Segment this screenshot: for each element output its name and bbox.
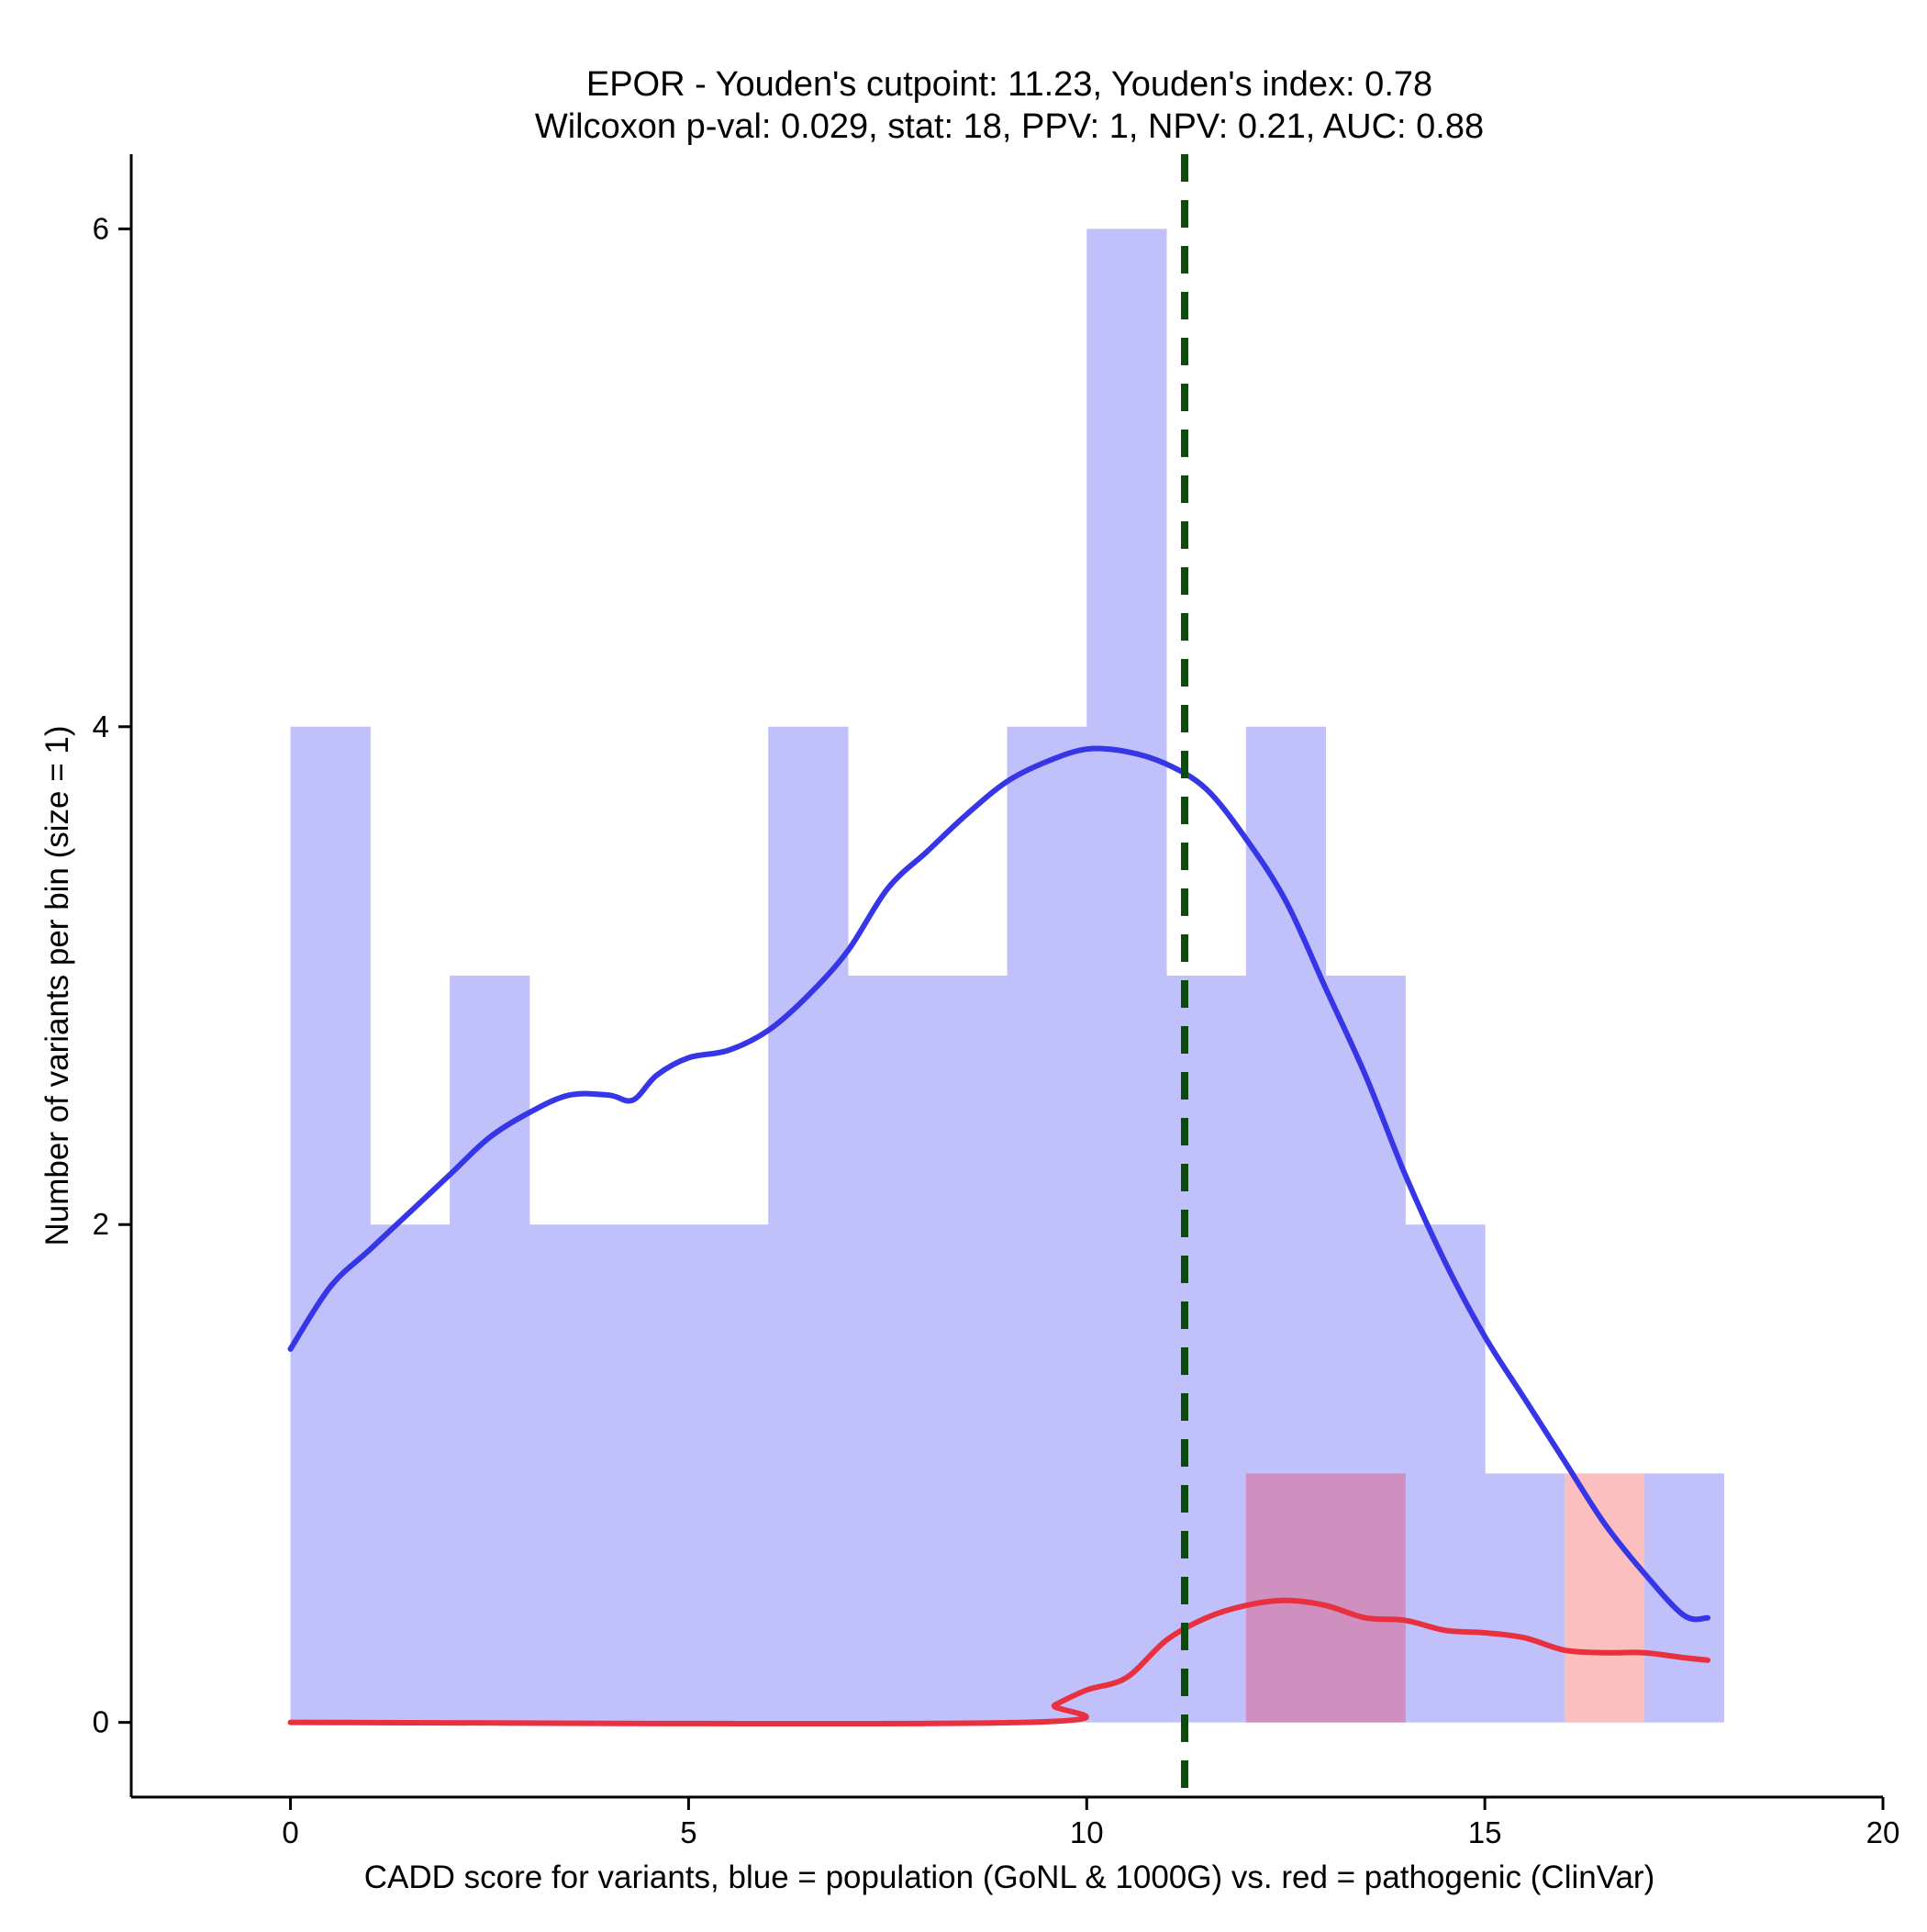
x-tick-label: 20 bbox=[1866, 1815, 1900, 1849]
population-bar bbox=[290, 726, 371, 1723]
x-tick-label: 15 bbox=[1468, 1815, 1502, 1849]
population-density-line bbox=[287, 745, 1711, 1623]
x-tick-label: 10 bbox=[1070, 1815, 1104, 1849]
population-bar bbox=[847, 976, 929, 1723]
population-bar bbox=[1166, 976, 1247, 1723]
population-bar bbox=[608, 1224, 689, 1723]
density-lines bbox=[287, 745, 1711, 1727]
population-bar bbox=[1007, 726, 1087, 1723]
population-bar bbox=[1485, 1473, 1565, 1723]
population-bar bbox=[1405, 1224, 1486, 1723]
pathogenic-bar bbox=[1325, 1473, 1406, 1723]
population-bar bbox=[1643, 1473, 1724, 1723]
population-bar bbox=[370, 1224, 451, 1723]
x-tick-label: 0 bbox=[282, 1815, 298, 1849]
y-axis-label: Number of variants per bin (size = 1) bbox=[39, 725, 75, 1245]
population-bar bbox=[1086, 229, 1167, 1723]
population-bar bbox=[688, 1224, 769, 1723]
histogram-bars bbox=[290, 229, 1724, 1723]
axes: 0 5 10 15 20 0 2 4 6 bbox=[93, 154, 1900, 1849]
population-bar bbox=[768, 726, 849, 1723]
y-tick-label: 0 bbox=[93, 1705, 109, 1739]
y-tick-label: 4 bbox=[93, 709, 109, 743]
population-bar bbox=[529, 1224, 610, 1723]
population-bar bbox=[450, 976, 530, 1723]
x-tick-label: 5 bbox=[680, 1815, 696, 1849]
x-axis-label: CADD score for variants, blue = populati… bbox=[364, 1859, 1655, 1895]
chart-title-line2: Wilcoxon p-val: 0.029, stat: 18, PPV: 1,… bbox=[535, 107, 1484, 146]
pathogenic-density-line bbox=[287, 1597, 1711, 1727]
pathogenic-bar bbox=[1564, 1473, 1645, 1723]
population-bar bbox=[927, 976, 1008, 1723]
y-tick-label: 2 bbox=[93, 1207, 109, 1241]
y-tick-label: 6 bbox=[93, 211, 109, 245]
chart-title-line1: EPOR - Youden's cutpoint: 11.23, Youden'… bbox=[586, 65, 1432, 104]
